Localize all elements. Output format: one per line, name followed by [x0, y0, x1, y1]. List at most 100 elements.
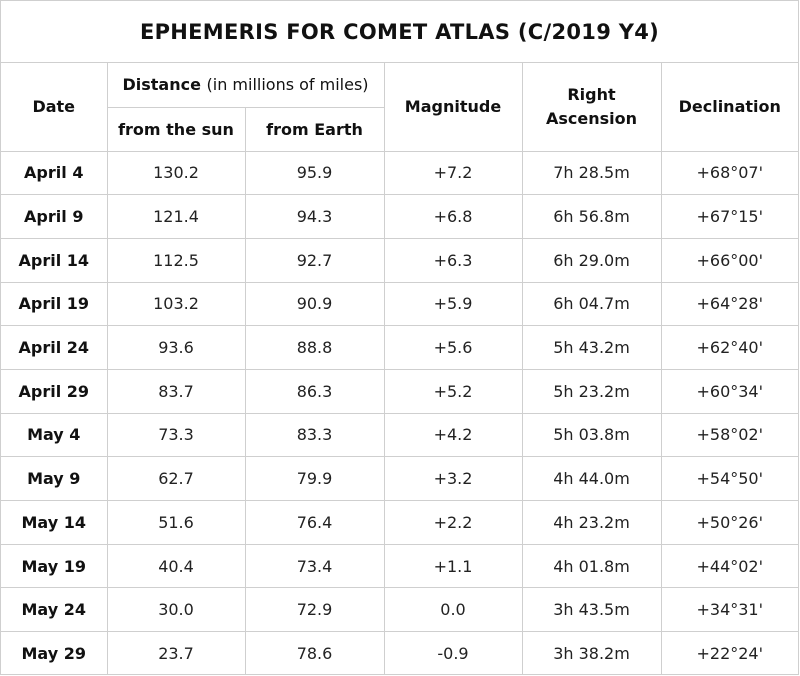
declination-cell: +60°34' — [660, 368, 798, 414]
right-ascension-cell: 4h 44.0m — [521, 456, 662, 501]
distance-sun-cell: 23.7 — [106, 631, 246, 676]
header-right-ascension: Right Ascension — [521, 63, 662, 152]
header-from-sun-label: from the sun — [118, 119, 234, 139]
table-row: May 29 23.7 78.6 -0.9 3h 38.2m +22°24' — [1, 631, 798, 676]
header-date-label: Date — [32, 97, 76, 117]
table-row: May 14 51.6 76.4 +2.2 4h 23.2m +50°26' — [1, 500, 798, 545]
distance-earth-cell: 86.3 — [244, 368, 385, 414]
distance-earth-cell: 90.9 — [244, 281, 385, 327]
magnitude-cell: +3.2 — [383, 456, 523, 501]
magnitude-cell: +5.9 — [383, 281, 523, 327]
declination-cell: +44°02' — [660, 543, 798, 589]
distance-sun-cell: 130.2 — [106, 150, 246, 196]
date-cell: April 4 — [1, 150, 108, 196]
declination-cell: +64°28' — [660, 281, 798, 327]
distance-earth-cell: 76.4 — [244, 500, 385, 545]
right-ascension-cell: 5h 03.8m — [521, 412, 662, 458]
right-ascension-cell: 6h 29.0m — [521, 237, 662, 283]
right-ascension-cell: 3h 43.5m — [521, 587, 662, 633]
header-magnitude: Magnitude — [383, 63, 523, 152]
header-distance-note: (in millions of miles) — [206, 75, 369, 95]
magnitude-cell: +5.6 — [383, 325, 523, 370]
right-ascension-cell: 5h 23.2m — [521, 368, 662, 414]
date-cell: April 24 — [1, 325, 108, 370]
distance-sun-cell: 121.4 — [106, 194, 246, 239]
header-from-earth-label: from Earth — [266, 119, 363, 139]
date-cell: April 19 — [1, 281, 108, 327]
magnitude-cell: +6.8 — [383, 194, 523, 239]
distance-sun-cell: 73.3 — [106, 412, 246, 458]
date-cell: April 29 — [1, 368, 108, 414]
right-ascension-cell: 4h 23.2m — [521, 500, 662, 545]
right-ascension-cell: 6h 04.7m — [521, 281, 662, 327]
header-right-ascension-label: Right Ascension — [546, 83, 637, 131]
date-cell: May 14 — [1, 500, 108, 545]
declination-cell: +50°26' — [660, 500, 798, 545]
right-ascension-cell: 7h 28.5m — [521, 150, 662, 196]
distance-earth-cell: 88.8 — [244, 325, 385, 370]
declination-cell: +22°24' — [660, 631, 798, 676]
table-row: April 19 103.2 90.9 +5.9 6h 04.7m +64°28' — [1, 281, 798, 327]
distance-earth-cell: 83.3 — [244, 412, 385, 458]
table-body: April 4 130.2 95.9 +7.2 7h 28.5m +68°07' Apri… — [1, 150, 798, 676]
distance-sun-cell: 112.5 — [106, 237, 246, 283]
table-row: May 24 30.0 72.9 0.0 3h 43.5m +34°31' — [1, 587, 798, 633]
declination-cell: +67°15' — [660, 194, 798, 239]
distance-sun-cell: 83.7 — [106, 368, 246, 414]
table-row: April 29 83.7 86.3 +5.2 5h 23.2m +60°34' — [1, 368, 798, 414]
declination-cell: +66°00' — [660, 237, 798, 283]
header-magnitude-label: Magnitude — [404, 97, 502, 117]
distance-earth-cell: 94.3 — [244, 194, 385, 239]
table-header: Date Distance (in millions of miles) Mag… — [1, 63, 798, 152]
table-title-bar: EPHEMERIS FOR COMET ATLAS (C/2019 Y4) — [1, 1, 798, 63]
header-date: Date — [1, 63, 108, 152]
header-distance-label: Distance — [122, 75, 201, 95]
distance-sun-cell: 30.0 — [106, 587, 246, 633]
distance-sun-cell: 103.2 — [106, 281, 246, 327]
header-from-earth: from Earth — [244, 106, 384, 152]
header-ra-line2: Ascension — [545, 108, 638, 128]
declination-cell: +68°07' — [660, 150, 798, 196]
distance-sun-cell: 62.7 — [106, 456, 246, 501]
right-ascension-cell: 5h 43.2m — [521, 325, 662, 370]
magnitude-cell: -0.9 — [383, 631, 523, 676]
distance-earth-cell: 72.9 — [244, 587, 385, 633]
right-ascension-cell: 4h 01.8m — [521, 543, 662, 589]
magnitude-cell: +5.2 — [383, 368, 523, 414]
table-row: April 14 112.5 92.7 +6.3 6h 29.0m +66°00' — [1, 237, 798, 283]
table-row: April 24 93.6 88.8 +5.6 5h 43.2m +62°40' — [1, 325, 798, 370]
declination-cell: +54°50' — [660, 456, 798, 501]
table-row: April 9 121.4 94.3 +6.8 6h 56.8m +67°15' — [1, 194, 798, 239]
header-distance: Distance (in millions of miles) — [106, 63, 385, 108]
magnitude-cell: +2.2 — [383, 500, 523, 545]
ephemeris-table: Date Distance (in millions of miles) Mag… — [1, 63, 798, 676]
date-cell: May 24 — [1, 587, 108, 633]
table-row: May 19 40.4 73.4 +1.1 4h 01.8m +44°02' — [1, 543, 798, 589]
right-ascension-cell: 6h 56.8m — [521, 194, 662, 239]
distance-sun-cell: 40.4 — [106, 543, 246, 589]
table-row: May 9 62.7 79.9 +3.2 4h 44.0m +54°50' — [1, 456, 798, 501]
magnitude-cell: +1.1 — [383, 543, 523, 589]
distance-earth-cell: 73.4 — [244, 543, 385, 589]
date-cell: May 4 — [1, 412, 108, 458]
distance-earth-cell: 78.6 — [244, 631, 385, 676]
distance-earth-cell: 92.7 — [244, 237, 385, 283]
table-row: April 4 130.2 95.9 +7.2 7h 28.5m +68°07' — [1, 150, 798, 196]
header-from-sun: from the sun — [107, 106, 246, 152]
declination-cell: +58°02' — [660, 412, 798, 458]
declination-cell: +62°40' — [660, 325, 798, 370]
table-title: EPHEMERIS FOR COMET ATLAS (C/2019 Y4) — [139, 19, 660, 44]
date-cell: April 14 — [1, 237, 108, 283]
declination-cell: +34°31' — [660, 587, 798, 633]
date-cell: April 9 — [1, 194, 108, 239]
distance-earth-cell: 95.9 — [244, 150, 385, 196]
date-cell: May 19 — [1, 543, 108, 589]
distance-sun-cell: 93.6 — [106, 325, 246, 370]
date-cell: May 29 — [1, 631, 108, 676]
date-cell: May 9 — [1, 456, 108, 501]
table-row: May 4 73.3 83.3 +4.2 5h 03.8m +58°02' — [1, 412, 798, 458]
magnitude-cell: 0.0 — [383, 587, 523, 633]
distance-earth-cell: 79.9 — [244, 456, 385, 501]
right-ascension-cell: 3h 38.2m — [521, 631, 662, 676]
